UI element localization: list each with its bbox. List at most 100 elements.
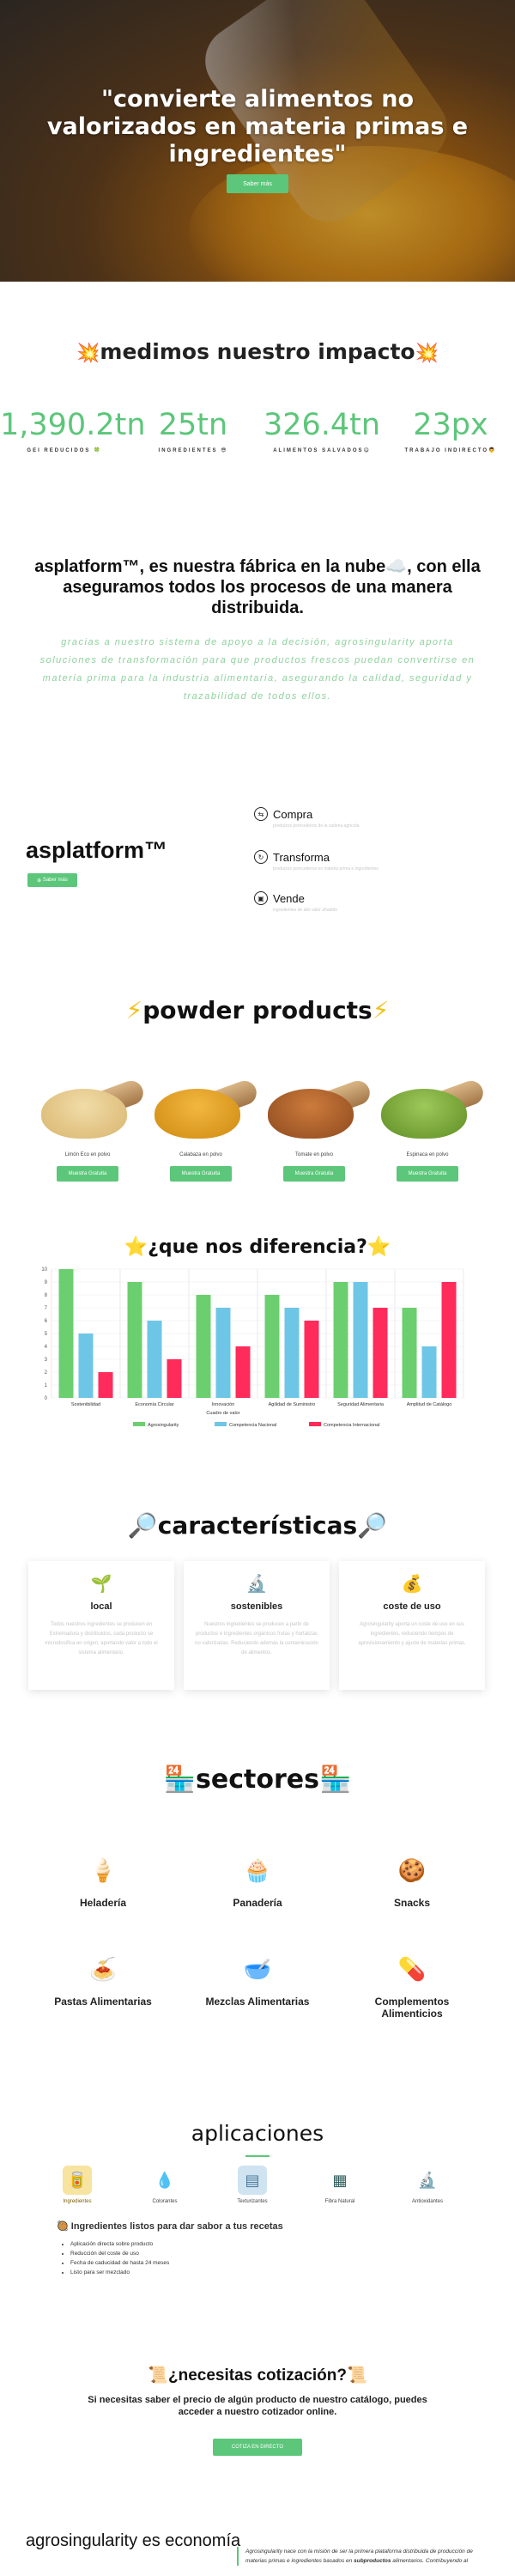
legend-label: Competencia Nacional — [229, 1423, 276, 1428]
stat-trabajo: 23px TRABAJO INDIRECTO👨 — [386, 408, 515, 453]
economia-title: agrosingularity es economía — [26, 2531, 241, 2550]
muffin-icon: 🧁 — [243, 1856, 272, 1883]
antioxidantes-icon: 🔬 — [417, 2171, 438, 2189]
bar — [353, 1282, 368, 1398]
legend-swatch — [133, 1422, 145, 1426]
app-colorantes[interactable]: 💧 Colorantes — [130, 2166, 199, 2205]
legend-swatch — [215, 1422, 227, 1426]
stat-label: TRABAJO INDIRECTO👨 — [404, 448, 497, 453]
stat-value: 326.4tn — [263, 408, 381, 442]
x-tick-label: Seguridad Alimentaria — [337, 1402, 385, 1407]
stat-ingredientes: 25tn INGREDIENTES 😎 — [129, 408, 258, 453]
app-name: Fibra Natural — [324, 2199, 355, 2204]
feature-desc: productos perecederos de la cadena agríc… — [273, 823, 360, 829]
caracteristicas-title: 🔎características🔎 — [127, 1511, 388, 1540]
fibra-natural-icon: ▦ — [332, 2171, 348, 2189]
free-sample-button[interactable]: Muestra Gratuita — [57, 1166, 118, 1182]
aplicaciones-title: aplicaciones — [191, 2121, 324, 2146]
texturizantes-icon: ▤ — [238, 2166, 267, 2195]
stat-alimentos: 326.4tn ALIMENTOS SALVADOS😋 — [258, 408, 386, 453]
stat-label: GEI REDUCIDOS 🍀 — [27, 448, 102, 453]
asplatform-more-button[interactable]: ⊕ Saber más — [27, 873, 77, 887]
y-tick-label: 8 — [45, 1293, 48, 1298]
sector-mezclas[interactable]: 🥣 Mezclas Alimentarias — [193, 1949, 322, 2008]
hero-title: "convierte alimentos no valorizados en m… — [46, 86, 469, 167]
app-texturizantes[interactable]: ▤ Texturizantes — [218, 2166, 287, 2204]
free-sample-button[interactable]: Muestra Gratuita — [170, 1166, 232, 1182]
sector-name: Pastas Alimentarias — [54, 1996, 152, 2008]
bar — [264, 1295, 280, 1398]
magnifier-icon: 🔎 — [357, 1511, 388, 1540]
feature-card-local: 🌱 local Todos nuestros ingredientes se p… — [28, 1561, 174, 1690]
sectores-title: 🏪sectores🏪 — [163, 1765, 352, 1795]
list-item: Listo para ser mezclado — [70, 2268, 169, 2277]
legend-label: Agrosingularity — [148, 1423, 179, 1428]
powder-title: ⚡powder products⚡ — [125, 996, 390, 1024]
product-name: Calabaza en polvo — [179, 1152, 222, 1157]
sector-complementos[interactable]: 💊 Complementos Alimenticios — [348, 1949, 476, 2020]
supplements-icon: 💊 — [397, 1955, 427, 1982]
product-image — [263, 1077, 373, 1140]
bar-chart: 0 1 2 3 4 5 6 7 8 9 10 Sostenibilidad Economía Circu… — [41, 1267, 464, 1428]
scroll-icon: 📜 — [347, 2366, 367, 2385]
x-tick-label: Agilidad de Suministro — [269, 1402, 316, 1407]
y-tick-label: 10 — [41, 1267, 47, 1273]
bar — [421, 1346, 437, 1398]
free-sample-button[interactable]: Muestra Gratuita — [283, 1166, 345, 1182]
sector-name: Panadería — [233, 1897, 282, 1909]
hero-more-button[interactable]: Saber más — [227, 174, 288, 193]
star-icon: ⭐ — [367, 1236, 391, 1258]
app-antioxidantes[interactable]: 🔬 Antioxidantes — [393, 2166, 462, 2205]
macaron-icon: 🍪 — [397, 1856, 427, 1883]
feature-card-sostenibles: 🔬 sostenibles Nuestros ingredientes se p… — [184, 1561, 330, 1690]
app-ingredientes[interactable]: 🥫 Ingredientes — [43, 2166, 112, 2204]
product-card: Espinaca en polvo Muestra Gratuita — [376, 1077, 487, 1182]
product-name: Tomate en polvo — [294, 1152, 334, 1157]
card-desc: Agrosingularity aporta un coste de uso e… — [358, 1622, 466, 1646]
stat-value: 1,390.2tn — [0, 408, 146, 442]
title-underline — [245, 2155, 270, 2157]
bar — [304, 1321, 319, 1398]
bar — [235, 1346, 251, 1398]
scroll-icon: 📜 — [148, 2366, 168, 2385]
y-tick-label: 0 — [45, 1396, 48, 1401]
sector-snacks[interactable]: 🍪 Snacks — [348, 1850, 476, 1910]
compra-icon: ⇆ — [254, 807, 268, 821]
app-fibra[interactable]: ▦ Fibra Natural — [306, 2166, 374, 2205]
y-tick-label: 6 — [45, 1319, 48, 1324]
ingredients-bullet-list: Aplicación directa sobre producto Reducc… — [70, 2239, 169, 2277]
shop-icon: 🏪 — [318, 1765, 352, 1795]
bar — [167, 1359, 182, 1398]
y-tick-label: 3 — [45, 1358, 48, 1363]
app-name: Antioxidantes — [411, 2199, 444, 2204]
y-tick-label: 2 — [45, 1370, 48, 1376]
product-card: Tomate en polvo Muestra Gratuita — [263, 1077, 373, 1182]
y-tick-label: 5 — [45, 1332, 48, 1337]
bar — [284, 1308, 300, 1398]
lightning-icon: ⚡ — [125, 996, 143, 1024]
sector-pastas[interactable]: 🍝 Pastas Alimentarias — [39, 1949, 167, 2008]
product-name: Limón Eco en polvo — [64, 1152, 111, 1157]
free-sample-button[interactable]: Muestra Gratuita — [397, 1166, 458, 1182]
card-title: local — [90, 1601, 112, 1612]
y-tick-label: 4 — [45, 1345, 48, 1350]
feature-name: Compra — [273, 807, 313, 821]
sector-name: Heladería — [79, 1897, 127, 1909]
economia-text: Agrosingularity nace con la misión de se… — [237, 2547, 486, 2566]
feature-name: Transforma — [273, 850, 330, 864]
cotiza-button[interactable]: COTIZA EN DIRECTO — [213, 2439, 302, 2456]
product-card: Limón Eco en polvo Muestra Gratuita — [36, 1077, 147, 1182]
x-tick-label: Innovación — [212, 1402, 235, 1407]
explosion-icon: 💥 — [415, 343, 439, 364]
sector-panaderia[interactable]: 🧁 Panadería — [193, 1850, 322, 1910]
bar — [402, 1308, 417, 1398]
stat-gei: 1,390.2tn GEI REDUCIDOS 🍀 — [0, 408, 146, 453]
ingredients-heading: 🥘 Ingredientes listos para dar sabor a t… — [57, 2221, 283, 2232]
sector-heladeria[interactable]: 🍦 Heladería — [39, 1850, 167, 1910]
difference-title: ⭐¿que nos diferencia?⭐ — [124, 1236, 391, 1258]
feature-name: Vende — [273, 891, 305, 905]
y-tick-label: 9 — [45, 1280, 48, 1285]
pasta-icon: 🍝 — [88, 1955, 118, 1982]
bar — [78, 1334, 94, 1398]
intro-title: asplatform™, es nuestra fábrica en la nu… — [34, 557, 481, 617]
